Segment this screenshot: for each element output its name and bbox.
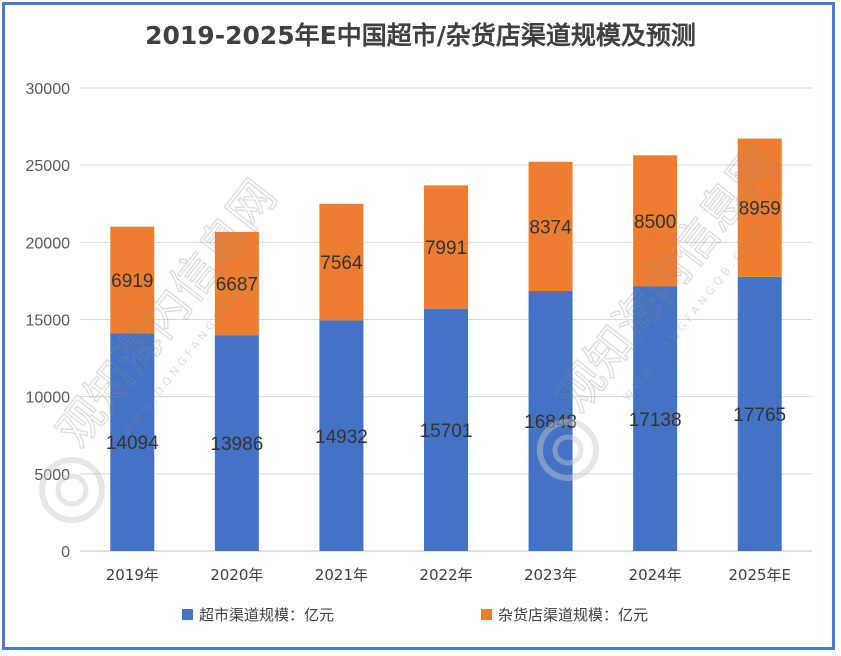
y-tick-label: 10000 [26, 390, 71, 407]
bars [110, 138, 782, 551]
x-tick-label: 2020年 [210, 566, 263, 584]
y-tick-label: 15000 [26, 313, 71, 330]
x-tick-label: 2019年 [106, 566, 159, 584]
bar-series-2 [528, 161, 573, 291]
bar-series-1 [424, 308, 468, 551]
bar-series-2 [319, 203, 364, 321]
legend-swatch-series-1 [182, 608, 193, 620]
y-axis-ticks: 0 5000 10000 15000 20000 25000 30000 [26, 81, 71, 561]
data-label-series-1: 17138 [629, 410, 682, 431]
data-label-series-2: 7991 [425, 238, 467, 259]
data-label-series-2: 7564 [320, 253, 363, 274]
legend-label-series-1: 超市渠道规模：亿元 [199, 605, 335, 624]
x-tick-label: 2025年E [728, 566, 791, 584]
bar-series-1 [214, 335, 259, 551]
data-label-series-1: 16848 [524, 412, 577, 433]
legend-label-series-2: 杂货店渠道规模：亿元 [498, 605, 649, 624]
data-label-series-1: 17765 [733, 405, 786, 426]
legend-item-series-1: 超市渠道规模：亿元 [182, 604, 334, 624]
x-tick-label: 2024年 [629, 566, 682, 584]
y-tick-label: 25000 [26, 158, 71, 175]
data-label-series-1: 14094 [106, 433, 159, 454]
data-labels: 14094 6919 13986 6687 14932 7564 15701 7991 1684… [106, 199, 786, 455]
bar-series-2 [214, 231, 259, 336]
data-label-series-2: 6687 [216, 275, 258, 296]
y-tick-label: 0 [61, 544, 70, 561]
bar-series-2 [424, 185, 468, 309]
data-label-series-2: 6919 [111, 271, 153, 292]
bar-series-2 [110, 226, 155, 334]
legend-item-series-2: 杂货店渠道规模：亿元 [481, 604, 648, 624]
y-tick-label: 30000 [26, 81, 71, 98]
bar-series-2 [737, 138, 782, 277]
x-tick-label: 2023年 [524, 566, 577, 584]
x-tick-label: 2022年 [419, 566, 472, 584]
y-tick-label: 20000 [26, 235, 71, 252]
y-tick-label: 5000 [34, 467, 70, 484]
data-label-series-1: 14932 [315, 427, 368, 448]
data-label-series-1: 13986 [210, 434, 263, 455]
bar-series-1 [319, 320, 364, 551]
data-label-series-2: 8959 [739, 199, 781, 220]
x-tick-label: 2021年 [315, 566, 368, 584]
data-label-series-2: 8500 [634, 212, 676, 233]
bar-series-1 [737, 276, 782, 551]
bar-series-1 [633, 286, 678, 551]
bar-series-2 [633, 155, 678, 287]
x-axis-ticks: 2019年 2020年 2021年 2022年 2023年 2024年 2025年E [106, 566, 791, 584]
bar-series-1 [110, 333, 155, 551]
chart-title: 2019-2025年E中国超市/杂货店渠道规模及预测 [145, 21, 696, 50]
data-label-series-1: 15701 [420, 421, 473, 442]
data-label-series-2: 8374 [529, 217, 572, 238]
bar-series-1 [528, 290, 573, 551]
legend-swatch-series-2 [481, 608, 492, 620]
